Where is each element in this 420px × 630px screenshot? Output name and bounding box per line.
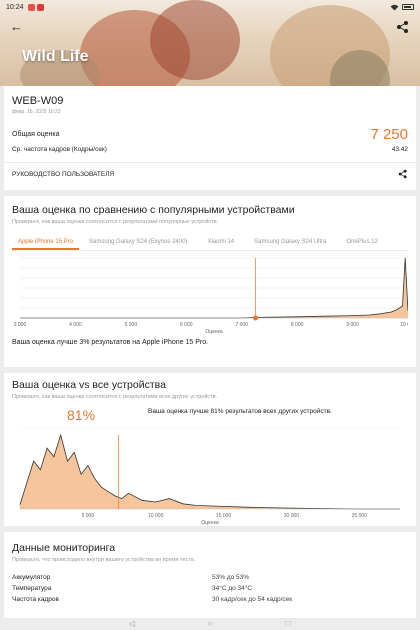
monitoring-subtitle: Проверьте, что происходило внутри вашего… (12, 557, 196, 563)
user-guide-label[interactable]: РУКОВОДСТВО ПОЛЬЗОВАТЕЛЯ (12, 170, 115, 178)
monitoring-row: Аккумулятор 53% до 53% (12, 574, 408, 581)
nav-back-icon[interactable]: ◁ (128, 619, 136, 628)
monitoring-label: Температура (12, 585, 52, 592)
x-tick-label: 10 000 (148, 513, 164, 519)
x-tick-label: 4 000 (69, 322, 82, 328)
x-tick-label: 20 000 (284, 513, 300, 519)
popular-subtitle: Проверьте, как ваша оценка соотносится с… (12, 219, 219, 225)
result-name: WEB-W09 (12, 95, 64, 107)
tab-device[interactable]: OnePlus 12 (346, 239, 378, 245)
all-devices-subtitle: Проверьте, как ваша оценка соотносится с… (12, 394, 218, 400)
x-tick-label: 6 000 (180, 322, 193, 328)
x-tick-label: 8 000 (291, 322, 304, 328)
x-tick-label: 7 000 (235, 322, 248, 328)
monitoring-card: Данные мониторинга Проверьте, что происх… (4, 532, 416, 618)
tab-device[interactable]: Xiaomi 14 (207, 239, 235, 245)
all-devices-card: Ваша оценка vs все устройства Проверьте,… (4, 373, 416, 526)
x-tick-label: 5 000 (82, 513, 95, 519)
x-tick-label: 3 000 (14, 322, 27, 328)
user-guide-row[interactable]: РУКОВОДСТВО ПОЛЬЗОВАТЕЛЯ (12, 163, 408, 185)
header-banner: ← Wild Life (0, 0, 420, 86)
nav-home-icon[interactable]: ○ (207, 619, 213, 628)
result-date: февр. 15, 2025 10:23 (12, 109, 61, 115)
monitoring-title: Данные мониторинга (12, 542, 116, 554)
notification-icon (27, 3, 35, 11)
tab-device[interactable]: Apple iPhone 15 Pro (12, 235, 80, 250)
popular-title: Ваша оценка по сравнению с популярными у… (12, 204, 295, 216)
monitoring-value: 53% до 53% (212, 574, 250, 581)
popular-chart-svg: 3 000 4 000 5 000 6 000 7 000 8 000 9 000 10 00… (14, 257, 416, 335)
fps-row: Ср. частота кадров (Кодры/сек) 43.42 (12, 146, 408, 153)
monitoring-value: 30 кадр/сек до 54 кадр/сек (212, 596, 293, 603)
monitoring-row: Частота кадров 30 кадр/сек до 54 кадр/се… (12, 596, 408, 603)
score-row: Общая оценка 7 250 (12, 125, 408, 143)
share-icon[interactable] (398, 169, 408, 179)
system-nav-bar: ◁ ○ □ (0, 618, 420, 630)
monitoring-value: 34°C до 34°C (212, 585, 253, 592)
battery-icon (402, 4, 414, 10)
all-devices-chart: 5 000 10 000 15 000 20 000 25 000 Оценка (12, 426, 408, 527)
all-devices-title: Ваша оценка vs все устройства (12, 379, 166, 391)
monitoring-row: Температура 34°C до 34°C (12, 585, 408, 592)
share-icon[interactable] (396, 20, 410, 34)
divider (4, 162, 416, 163)
app-notification-icon (36, 3, 44, 11)
popular-chart: 3 000 4 000 5 000 6 000 7 000 8 000 9 000 10 00… (12, 255, 416, 335)
device-tabs: Apple iPhone 15 Pro Samsung Galaxy S24 (… (12, 235, 408, 251)
monitoring-label: Аккумулятор (12, 574, 51, 581)
score-value: 7 250 (370, 125, 408, 143)
score-label: Общая оценка (12, 130, 60, 138)
distribution-area (20, 435, 400, 509)
percentile-row: 81% Ваша оценка лучше 81% результатов вс… (12, 405, 408, 427)
distribution-line (19, 433, 400, 510)
your-score-marker (253, 315, 259, 321)
nav-recents-icon[interactable]: □ (285, 619, 291, 628)
fps-label: Ср. частота кадров (Кодры/сек) (12, 146, 107, 153)
percentile-text: Ваша оценка лучше 81% результатов всех д… (148, 408, 332, 415)
x-tick-label: 9 000 (346, 322, 359, 328)
monitoring-label: Частота кадров (12, 596, 59, 603)
x-tick-label: 10 000 (400, 322, 408, 328)
page-title: Wild Life (22, 48, 89, 65)
x-axis-label: Оценка (201, 520, 219, 526)
popular-devices-card: Ваша оценка по сравнению с популярными у… (4, 196, 416, 367)
percentile-value: 81% (67, 407, 96, 423)
x-tick-label: 15 000 (216, 513, 232, 519)
tab-device[interactable]: Samsung Galaxy S24 (Exynos 2400) (89, 239, 188, 245)
tab-device[interactable]: Samsung Galaxy S24 Ultra (254, 239, 327, 245)
popular-compare-text: Ваша оценка лучше 3% результатов на Appl… (12, 339, 209, 346)
x-axis-label: Оценка (205, 329, 223, 335)
back-button[interactable]: ← (10, 19, 23, 34)
x-tick-label: 25 000 (352, 513, 368, 519)
result-card: WEB-W09 февр. 15, 2025 10:23 Общая оценк… (4, 86, 416, 190)
wifi-icon (390, 4, 399, 10)
x-tick-label: 5 000 (125, 322, 138, 328)
fps-value: 43.42 (391, 146, 408, 153)
status-time: 10:24 (6, 3, 24, 11)
status-bar: 10:24 (0, 0, 420, 14)
all-devices-chart-svg: 5 000 10 000 15 000 20 000 25 000 Оценка (19, 426, 400, 526)
